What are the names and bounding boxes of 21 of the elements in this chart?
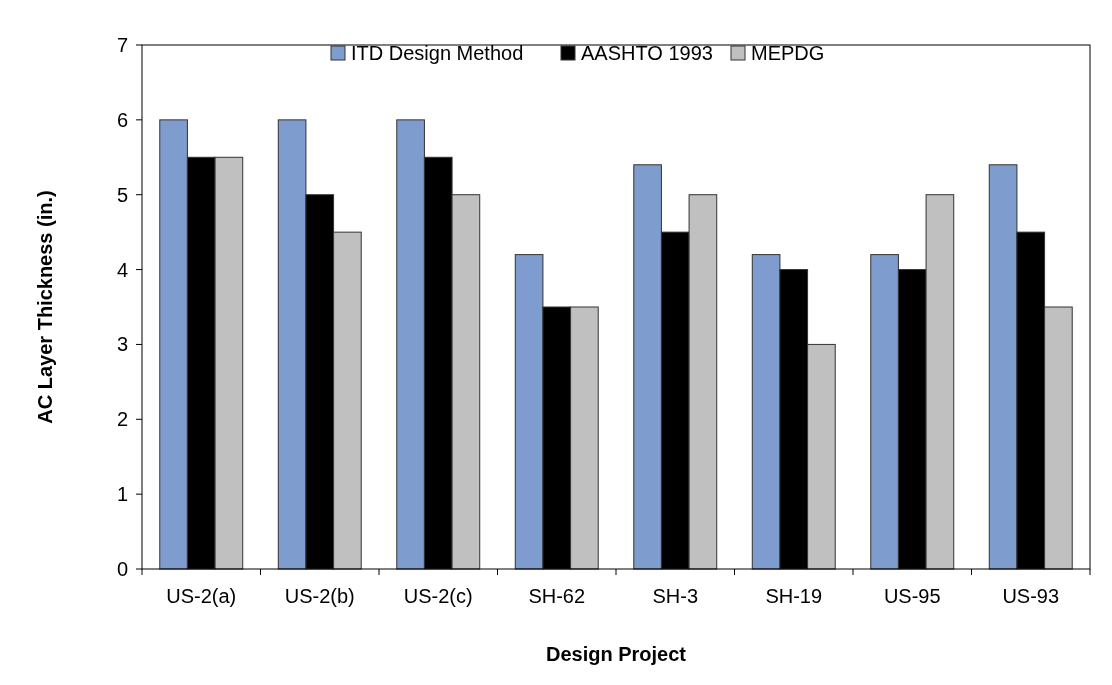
legend-label: ITD Design Method: [351, 42, 524, 64]
x-tick-label: US-2(b): [284, 585, 355, 607]
y-tick-label: 0: [116, 558, 128, 580]
y-tick-label: 6: [116, 108, 128, 131]
y-tick-label: 3: [116, 333, 128, 356]
y-tick-label: 5: [116, 183, 128, 206]
x-tick-label: US-2(c): [403, 585, 473, 607]
x-tick-label: US-95: [883, 585, 941, 607]
y-axis-title: AC Layer Thickness (in.): [34, 190, 56, 424]
legend-label: MEPDG: [751, 42, 825, 64]
x-tick-label: SH-19: [765, 585, 823, 607]
y-tick-label: 2: [116, 408, 128, 431]
x-tick-label: US-93: [1002, 585, 1060, 607]
x-tick-label: US-2(a): [166, 585, 237, 607]
y-tick-label: 7: [116, 34, 128, 56]
x-tick-label: SH-3: [652, 585, 699, 607]
x-axis-title: Design Project: [545, 643, 687, 665]
y-tick-label: 4: [116, 258, 128, 281]
x-tick-label: SH-62: [528, 585, 586, 607]
legend-label: AASHTO 1993: [581, 42, 713, 64]
y-tick-label: 1: [116, 483, 128, 506]
